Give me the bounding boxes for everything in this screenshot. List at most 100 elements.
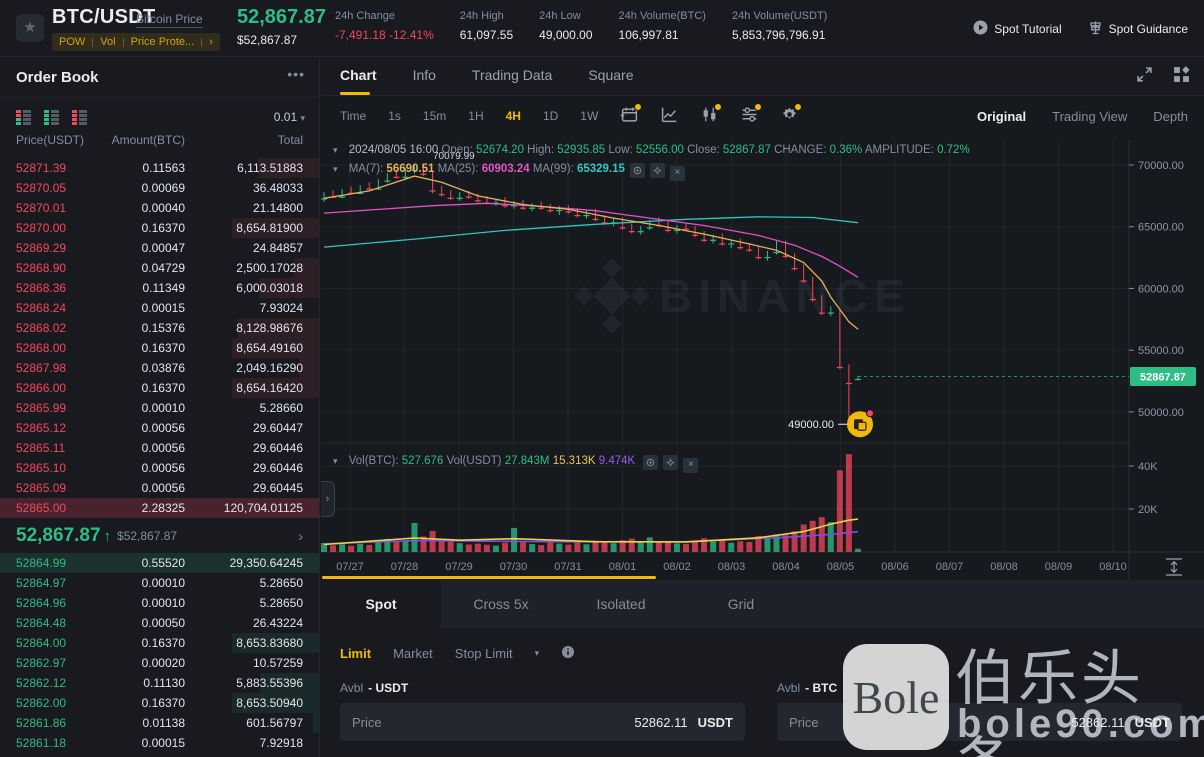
price-cell: 52868.36 [16, 281, 67, 295]
interval-1s[interactable]: 1s [388, 109, 401, 123]
gear-icon[interactable] [649, 163, 665, 178]
close-icon[interactable]: × [683, 457, 699, 473]
precision-dropdown[interactable]: 0.01 ▾ [273, 110, 305, 124]
eye-icon[interactable] [643, 455, 659, 470]
header-link-spot-guidance[interactable]: Spot Guidance [1088, 20, 1188, 38]
interval-1h[interactable]: 1H [468, 109, 484, 123]
close-icon[interactable]: × [669, 165, 685, 181]
order-type-caret-icon[interactable]: ▾ [534, 648, 540, 658]
pair-tag[interactable]: POW [59, 36, 86, 48]
bitcoin-price-link[interactable]: Bitcoin Price [136, 12, 203, 28]
interval-4h[interactable]: 4H [505, 109, 521, 123]
interval-time[interactable]: Time [340, 109, 367, 123]
ask-row[interactable]: 52865.00 2.28325 120,704.01125 [0, 498, 319, 518]
bid-row[interactable]: 52864.48 0.00050 26.43224 [0, 613, 319, 633]
favorite-star-icon[interactable]: ★ [16, 14, 44, 42]
interval-15m[interactable]: 15m [422, 109, 447, 123]
ask-row[interactable]: 52868.00 0.16370 8,654.49160 [0, 338, 319, 358]
book-both-icon[interactable] [16, 110, 31, 125]
view-trading-view[interactable]: Trading View [1052, 109, 1128, 124]
info-circle-icon[interactable] [561, 645, 575, 662]
svg-text:07/28: 07/28 [391, 561, 419, 573]
bid-row[interactable]: 52864.99 0.55520 29,350.64245 [0, 553, 319, 573]
bid-row[interactable]: 52861.86 0.01138 601.56797 [0, 713, 319, 733]
bid-row[interactable]: 52862.12 0.11130 5,883.55396 [0, 673, 319, 693]
gear-icon[interactable] [663, 455, 679, 470]
bid-row[interactable]: 52864.96 0.00010 5.28650 [0, 593, 319, 613]
view-depth[interactable]: Depth [1153, 109, 1188, 124]
ask-row[interactable]: 52868.24 0.00015 7.93024 [0, 298, 319, 318]
svg-text:07/27: 07/27 [336, 561, 364, 573]
mid-price-row[interactable]: 52,867.87 ↑ $52,867.87 › [0, 519, 319, 553]
trade-tab-grid[interactable]: Grid [727, 596, 755, 612]
pair-tag[interactable]: Vol [100, 36, 116, 48]
ask-row[interactable]: 52868.90 0.04729 2,500.17028 [0, 258, 319, 278]
total-cell: 10.57259 [252, 656, 303, 670]
ask-row[interactable]: 52868.36 0.11349 6,000.03018 [0, 278, 319, 298]
calendar-icon[interactable] [621, 103, 642, 124]
depth-bar [259, 278, 319, 298]
bid-row[interactable]: 52862.97 0.00020 10.57259 [0, 653, 319, 673]
ellipsis-icon[interactable]: ••• [287, 66, 305, 82]
stat-label: 24h Low [539, 10, 581, 22]
order-book-header: Order Book ••• [0, 58, 319, 98]
book-asks-icon[interactable] [72, 110, 87, 125]
ask-row[interactable]: 52865.09 0.00056 29.60445 [0, 478, 319, 498]
total-cell: 26.43224 [252, 616, 303, 630]
ask-row[interactable]: 52865.99 0.00010 5.28660 [0, 398, 319, 418]
ask-row[interactable]: 52870.01 0.00040 21.14800 [0, 198, 319, 218]
candlestick-chart[interactable]: BINANCE 70000.00 65000.00 60000.00 55000.00 5… [321, 140, 1204, 580]
collapse-caret-icon[interactable]: ▾ [333, 456, 338, 466]
pair-tag[interactable]: › [209, 36, 213, 48]
chart-area[interactable]: BINANCE 70000.00 65000.00 60000.00 55000.00 5… [321, 140, 1204, 580]
book-bids-icon[interactable] [44, 110, 59, 125]
header-link-spot-tutorial[interactable]: Spot Tutorial [973, 20, 1062, 38]
ask-row[interactable]: 52865.12 0.00056 29.60447 [0, 418, 319, 438]
layout-grid-icon[interactable] [1173, 66, 1190, 83]
expand-icon[interactable] [1136, 66, 1153, 83]
ask-row[interactable]: 52865.11 0.00056 29.60446 [0, 438, 319, 458]
tag-separator [92, 37, 94, 47]
tab-trading-data[interactable]: Trading Data [471, 67, 553, 83]
ask-row[interactable]: 52871.39 0.11563 6,113.51883 [0, 158, 319, 178]
bid-row[interactable]: 52862.00 0.16370 8,653.50940 [0, 693, 319, 713]
ask-row[interactable]: 52870.00 0.16370 8,654.81900 [0, 218, 319, 238]
eye-icon[interactable] [629, 163, 645, 178]
sell-price-input[interactable]: Price 52862.11 USDT [777, 703, 1182, 741]
kline-icon[interactable] [661, 106, 679, 124]
tab-chart[interactable]: Chart [340, 67, 377, 83]
ask-row[interactable]: 52868.02 0.15376 8,128.98676 [0, 318, 319, 338]
order-type-market[interactable]: Market [393, 646, 433, 661]
collapse-orderbook-handle[interactable]: › [321, 481, 335, 517]
ask-row[interactable]: 52869.29 0.00047 24.84857 [0, 238, 319, 258]
pair-tags[interactable]: POW Vol Price Prote... › [52, 33, 220, 51]
ask-row[interactable]: 52866.00 0.16370 8,654.16420 [0, 378, 319, 398]
bid-row[interactable]: 52864.00 0.16370 8,653.83680 [0, 633, 319, 653]
tab-info[interactable]: Info [412, 67, 436, 83]
price-cell: 52862.12 [16, 676, 67, 690]
interval-1w[interactable]: 1W [580, 109, 599, 123]
settings-gear-icon[interactable] [781, 103, 802, 124]
view-original[interactable]: Original [977, 109, 1027, 124]
interval-1d[interactable]: 1D [542, 109, 559, 123]
ask-row[interactable]: 52867.98 0.03876 2,049.16290 [0, 358, 319, 378]
ask-row[interactable]: 52865.10 0.00056 29.60446 [0, 458, 319, 478]
bid-row[interactable]: 52864.97 0.00010 5.28650 [0, 573, 319, 593]
order-type-limit[interactable]: Limit [340, 646, 372, 661]
tag-separator [201, 37, 203, 47]
ask-row[interactable]: 52870.05 0.00069 36.48033 [0, 178, 319, 198]
collapse-caret-icon[interactable]: ▾ [333, 145, 338, 155]
candles-icon[interactable] [701, 103, 722, 124]
trade-tab-cross-5x[interactable]: Cross 5x [473, 596, 529, 612]
trade-tab-spot[interactable]: Spot [321, 580, 441, 628]
svg-text:08/06: 08/06 [881, 561, 909, 573]
bid-row[interactable]: 52861.18 0.00015 7.92918 [0, 733, 319, 753]
buy-price-input[interactable]: Price 52862.11 USDT [340, 703, 745, 741]
toolbar-icons [621, 103, 802, 124]
tab-square[interactable]: Square [588, 67, 634, 83]
order-type-stop-limit[interactable]: Stop Limit [454, 646, 513, 661]
trade-tab-isolated[interactable]: Isolated [596, 596, 646, 612]
indicators-icon[interactable] [741, 103, 762, 124]
pair-tag[interactable]: Price Prote... [130, 36, 195, 48]
collapse-caret-icon[interactable]: ▾ [333, 164, 338, 174]
